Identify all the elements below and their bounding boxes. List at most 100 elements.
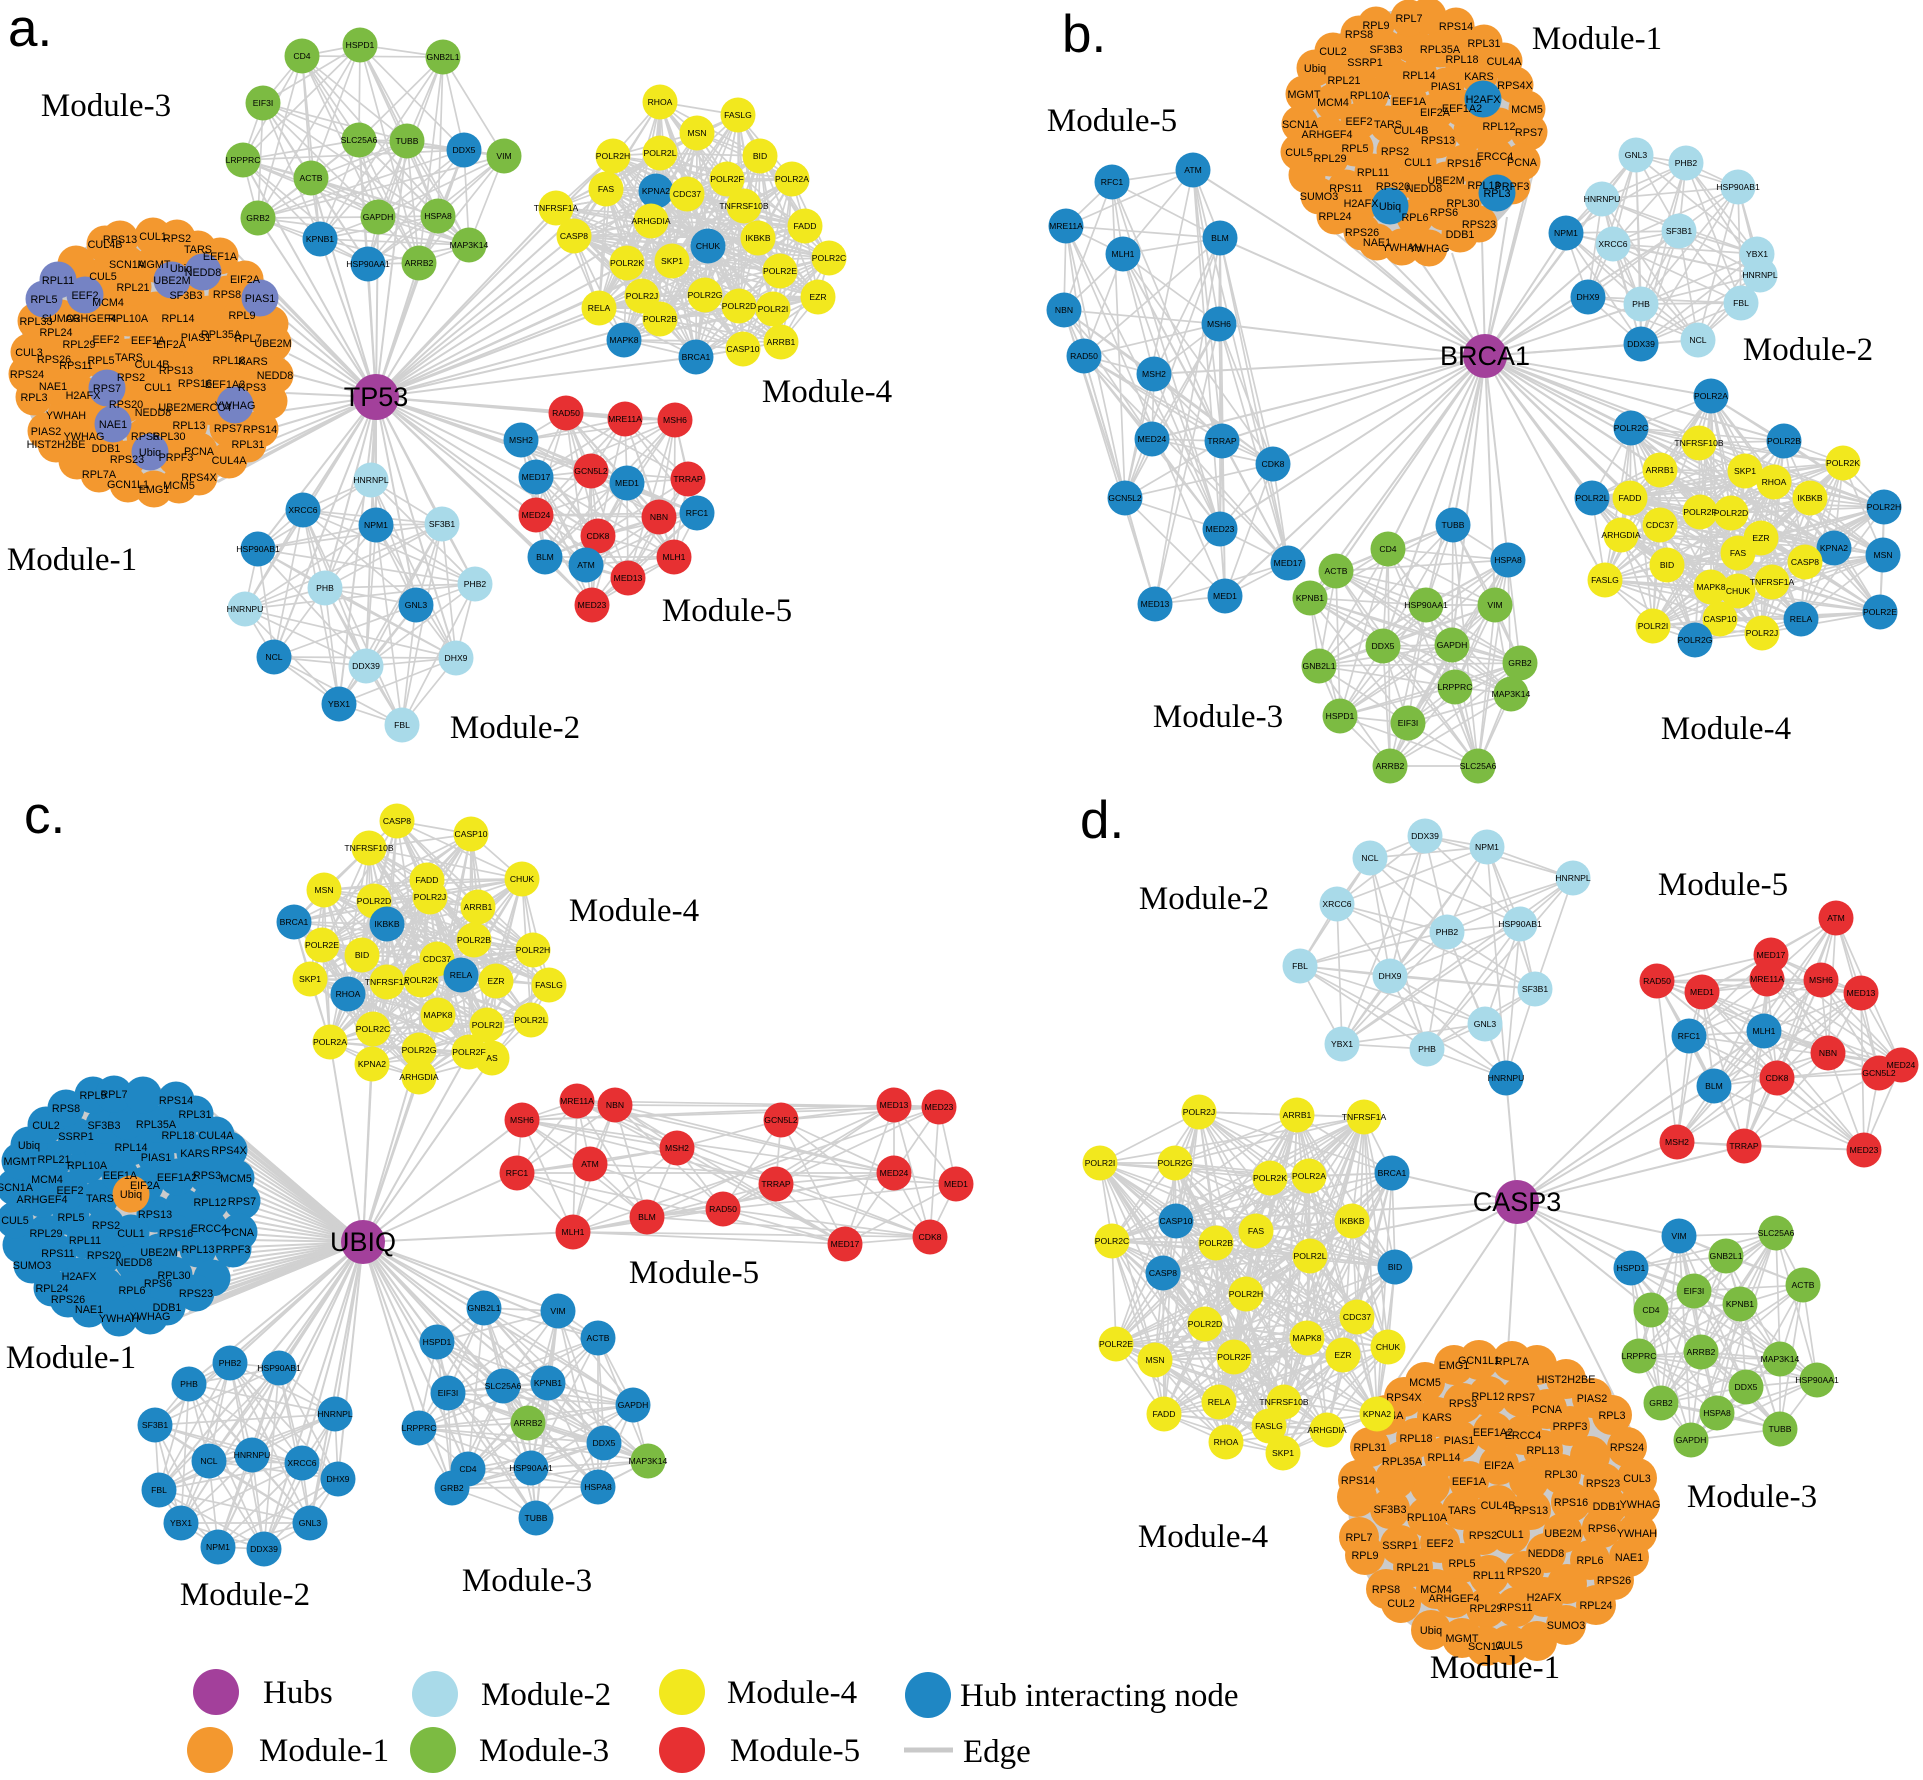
svg-text:RPS13: RPS13 bbox=[1514, 1505, 1548, 1517]
svg-text:LRPPRC: LRPPRC bbox=[1438, 682, 1473, 692]
svg-text:FADD: FADD bbox=[794, 221, 817, 231]
svg-text:RPL30: RPL30 bbox=[157, 1270, 190, 1282]
svg-text:BLM: BLM bbox=[536, 552, 554, 562]
svg-text:POLR2I: POLR2I bbox=[1638, 621, 1669, 631]
svg-text:RPS20: RPS20 bbox=[1507, 1566, 1541, 1578]
svg-text:DDX5: DDX5 bbox=[1735, 1382, 1758, 1392]
svg-text:EMG1: EMG1 bbox=[139, 484, 170, 496]
svg-text:SLC25A6: SLC25A6 bbox=[1460, 761, 1497, 771]
svg-text:MSH6: MSH6 bbox=[1809, 975, 1833, 985]
svg-text:TNFRSF1A: TNFRSF1A bbox=[534, 203, 579, 213]
svg-text:RPS8: RPS8 bbox=[1372, 1584, 1400, 1596]
svg-text:a.: a. bbox=[8, 0, 52, 58]
svg-text:LRPPRC: LRPPRC bbox=[226, 155, 261, 165]
svg-text:EEF1A: EEF1A bbox=[1452, 1476, 1487, 1488]
svg-text:HSPD1: HSPD1 bbox=[1326, 711, 1355, 721]
svg-text:FBL: FBL bbox=[1733, 298, 1749, 308]
svg-text:PIAS2: PIAS2 bbox=[1577, 1393, 1608, 1405]
svg-text:GRB2: GRB2 bbox=[1649, 1398, 1673, 1408]
svg-text:POLR2D: POLR2D bbox=[1714, 508, 1748, 518]
svg-text:b.: b. bbox=[1062, 5, 1106, 64]
svg-text:d.: d. bbox=[1080, 791, 1124, 850]
svg-text:CASP10: CASP10 bbox=[455, 829, 488, 839]
svg-text:HNRNPU: HNRNPU bbox=[227, 604, 264, 614]
svg-text:ARRB1: ARRB1 bbox=[767, 337, 796, 347]
svg-text:RPL21: RPL21 bbox=[1396, 1562, 1429, 1574]
svg-text:EEF1A: EEF1A bbox=[203, 251, 238, 263]
svg-text:RPS2: RPS2 bbox=[163, 233, 191, 245]
svg-text:MED1: MED1 bbox=[1213, 591, 1237, 601]
svg-text:KARS: KARS bbox=[1422, 1412, 1451, 1424]
svg-text:LRPPRC: LRPPRC bbox=[402, 1423, 437, 1433]
svg-text:CDK8: CDK8 bbox=[1766, 1073, 1789, 1083]
svg-text:RHOA: RHOA bbox=[336, 989, 361, 999]
svg-text:AS: AS bbox=[486, 1053, 498, 1063]
svg-text:POLR2A: POLR2A bbox=[1694, 391, 1728, 401]
svg-text:CDC37: CDC37 bbox=[673, 189, 701, 199]
svg-text:YWHAG: YWHAG bbox=[1409, 243, 1450, 255]
svg-text:PRPF3: PRPF3 bbox=[1495, 181, 1530, 193]
svg-text:RPL7A: RPL7A bbox=[82, 469, 117, 481]
svg-text:Ubiq: Ubiq bbox=[170, 263, 192, 275]
svg-text:UBE2M: UBE2M bbox=[158, 402, 195, 414]
svg-text:ERCC4: ERCC4 bbox=[191, 1223, 228, 1235]
svg-text:SKP1: SKP1 bbox=[299, 974, 321, 984]
svg-text:H2AFX: H2AFX bbox=[1344, 198, 1379, 210]
svg-text:SF3B3: SF3B3 bbox=[1369, 44, 1402, 56]
svg-text:MSH6: MSH6 bbox=[510, 1115, 534, 1125]
svg-text:MRE11A: MRE11A bbox=[1750, 974, 1784, 984]
svg-text:CUL1: CUL1 bbox=[144, 382, 172, 394]
svg-text:NBN: NBN bbox=[650, 512, 668, 522]
svg-text:TNFRSF10B: TNFRSF10B bbox=[344, 843, 393, 853]
svg-text:POLR2K: POLR2K bbox=[610, 258, 644, 268]
svg-text:HNRNPU: HNRNPU bbox=[1488, 1073, 1525, 1083]
svg-text:EEF1A2: EEF1A2 bbox=[1442, 103, 1482, 115]
svg-text:PIAS1: PIAS1 bbox=[141, 1152, 172, 1164]
svg-text:YBX1: YBX1 bbox=[1746, 249, 1768, 259]
svg-text:RPS14: RPS14 bbox=[159, 1095, 193, 1107]
svg-text:YWHAH: YWHAH bbox=[1617, 1528, 1657, 1540]
svg-text:ACTB: ACTB bbox=[300, 173, 323, 183]
svg-text:MED13: MED13 bbox=[1141, 599, 1170, 609]
svg-text:MED24: MED24 bbox=[880, 1168, 909, 1178]
svg-text:MGMT: MGMT bbox=[1446, 1633, 1479, 1645]
svg-text:EZR: EZR bbox=[809, 292, 826, 302]
svg-text:HNRNPU: HNRNPU bbox=[1584, 194, 1621, 204]
svg-text:RPS23: RPS23 bbox=[1462, 219, 1496, 231]
svg-text:GNB2L1: GNB2L1 bbox=[427, 52, 460, 62]
svg-text:FASLG: FASLG bbox=[1255, 1421, 1283, 1431]
svg-text:VIM: VIM bbox=[550, 1306, 565, 1316]
svg-text:RPS2: RPS2 bbox=[1381, 146, 1409, 158]
svg-text:DDB1: DDB1 bbox=[153, 1302, 182, 1314]
svg-text:Ubiq: Ubiq bbox=[1304, 63, 1326, 75]
svg-text:FAS: FAS bbox=[598, 184, 615, 194]
svg-text:Ubiq: Ubiq bbox=[1379, 201, 1401, 213]
svg-text:MSN: MSN bbox=[687, 128, 706, 138]
svg-text:NAE1: NAE1 bbox=[39, 381, 67, 393]
svg-text:RPL30: RPL30 bbox=[152, 431, 185, 443]
svg-text:CHUK: CHUK bbox=[696, 241, 721, 251]
svg-text:RPL13: RPL13 bbox=[1526, 1445, 1559, 1457]
svg-text:POLR2J: POLR2J bbox=[414, 892, 446, 902]
svg-text:DDX39: DDX39 bbox=[352, 661, 380, 671]
svg-text:RPL9: RPL9 bbox=[1351, 1550, 1378, 1562]
svg-text:RPS16: RPS16 bbox=[1447, 158, 1481, 170]
svg-text:EIF2A: EIF2A bbox=[1484, 1460, 1515, 1472]
svg-text:RPL31: RPL31 bbox=[1353, 1442, 1386, 1454]
svg-text:TRRAP: TRRAP bbox=[761, 1179, 790, 1189]
svg-text:RPL21: RPL21 bbox=[116, 282, 149, 294]
svg-text:RPS7: RPS7 bbox=[1507, 1392, 1535, 1404]
svg-text:RPS20: RPS20 bbox=[109, 399, 143, 411]
svg-text:CASP3: CASP3 bbox=[1473, 1187, 1562, 1217]
svg-text:ERCC4: ERCC4 bbox=[1505, 1430, 1542, 1442]
svg-text:UBE2M: UBE2M bbox=[254, 338, 291, 350]
svg-text:EMG1: EMG1 bbox=[1439, 1360, 1470, 1372]
svg-text:CUL4A: CUL4A bbox=[1487, 56, 1523, 68]
svg-text:RPL30: RPL30 bbox=[1544, 1469, 1577, 1481]
svg-text:MAP3K14: MAP3K14 bbox=[1492, 689, 1531, 699]
svg-text:ERCC4: ERCC4 bbox=[195, 402, 232, 414]
svg-text:EIF2A: EIF2A bbox=[1420, 107, 1451, 119]
svg-text:CHUK: CHUK bbox=[1726, 586, 1751, 596]
svg-text:GAPDH: GAPDH bbox=[618, 1400, 649, 1410]
svg-text:Ubiq: Ubiq bbox=[120, 1189, 142, 1201]
